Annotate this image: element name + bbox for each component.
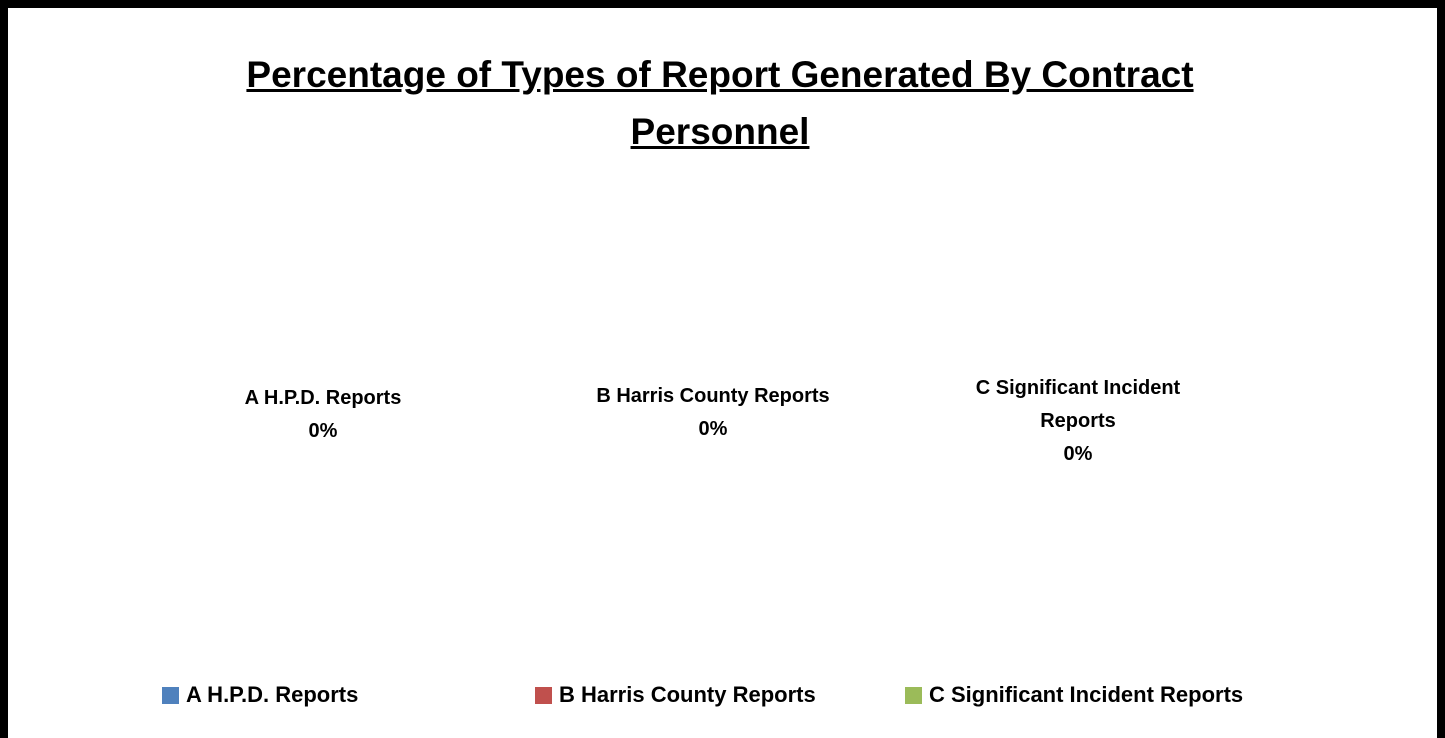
data-label-value: 0% xyxy=(1063,443,1093,465)
data-label-category: A H.P.D. Reports xyxy=(244,387,402,409)
legend-swatch xyxy=(535,686,552,704)
data-label-category: B Harris County Reports xyxy=(596,385,830,407)
chart-title: Percentage of Types of Report Generated … xyxy=(246,54,1194,152)
legend-swatch xyxy=(905,686,922,704)
legend-item: B Harris County Reports xyxy=(535,680,816,710)
data-label: B Harris County Reports 0% xyxy=(563,380,863,446)
legend-label: A H.P.D. Reports xyxy=(186,682,359,707)
data-label: C Significant Incident Reports 0% xyxy=(953,372,1203,471)
legend-label: B Harris County Reports xyxy=(559,682,816,707)
data-label-value: 0% xyxy=(698,418,728,440)
legend-swatch xyxy=(162,686,179,704)
data-label: A H.P.D. Reports 0% xyxy=(203,382,443,448)
legend-item: C Significant Incident Reports xyxy=(905,680,1243,710)
data-label-value: 0% xyxy=(308,420,338,442)
data-label-category: C Significant Incident Reports xyxy=(975,377,1181,432)
legend-label: C Significant Incident Reports xyxy=(929,682,1244,707)
legend-item: A H.P.D. Reports xyxy=(162,680,358,710)
